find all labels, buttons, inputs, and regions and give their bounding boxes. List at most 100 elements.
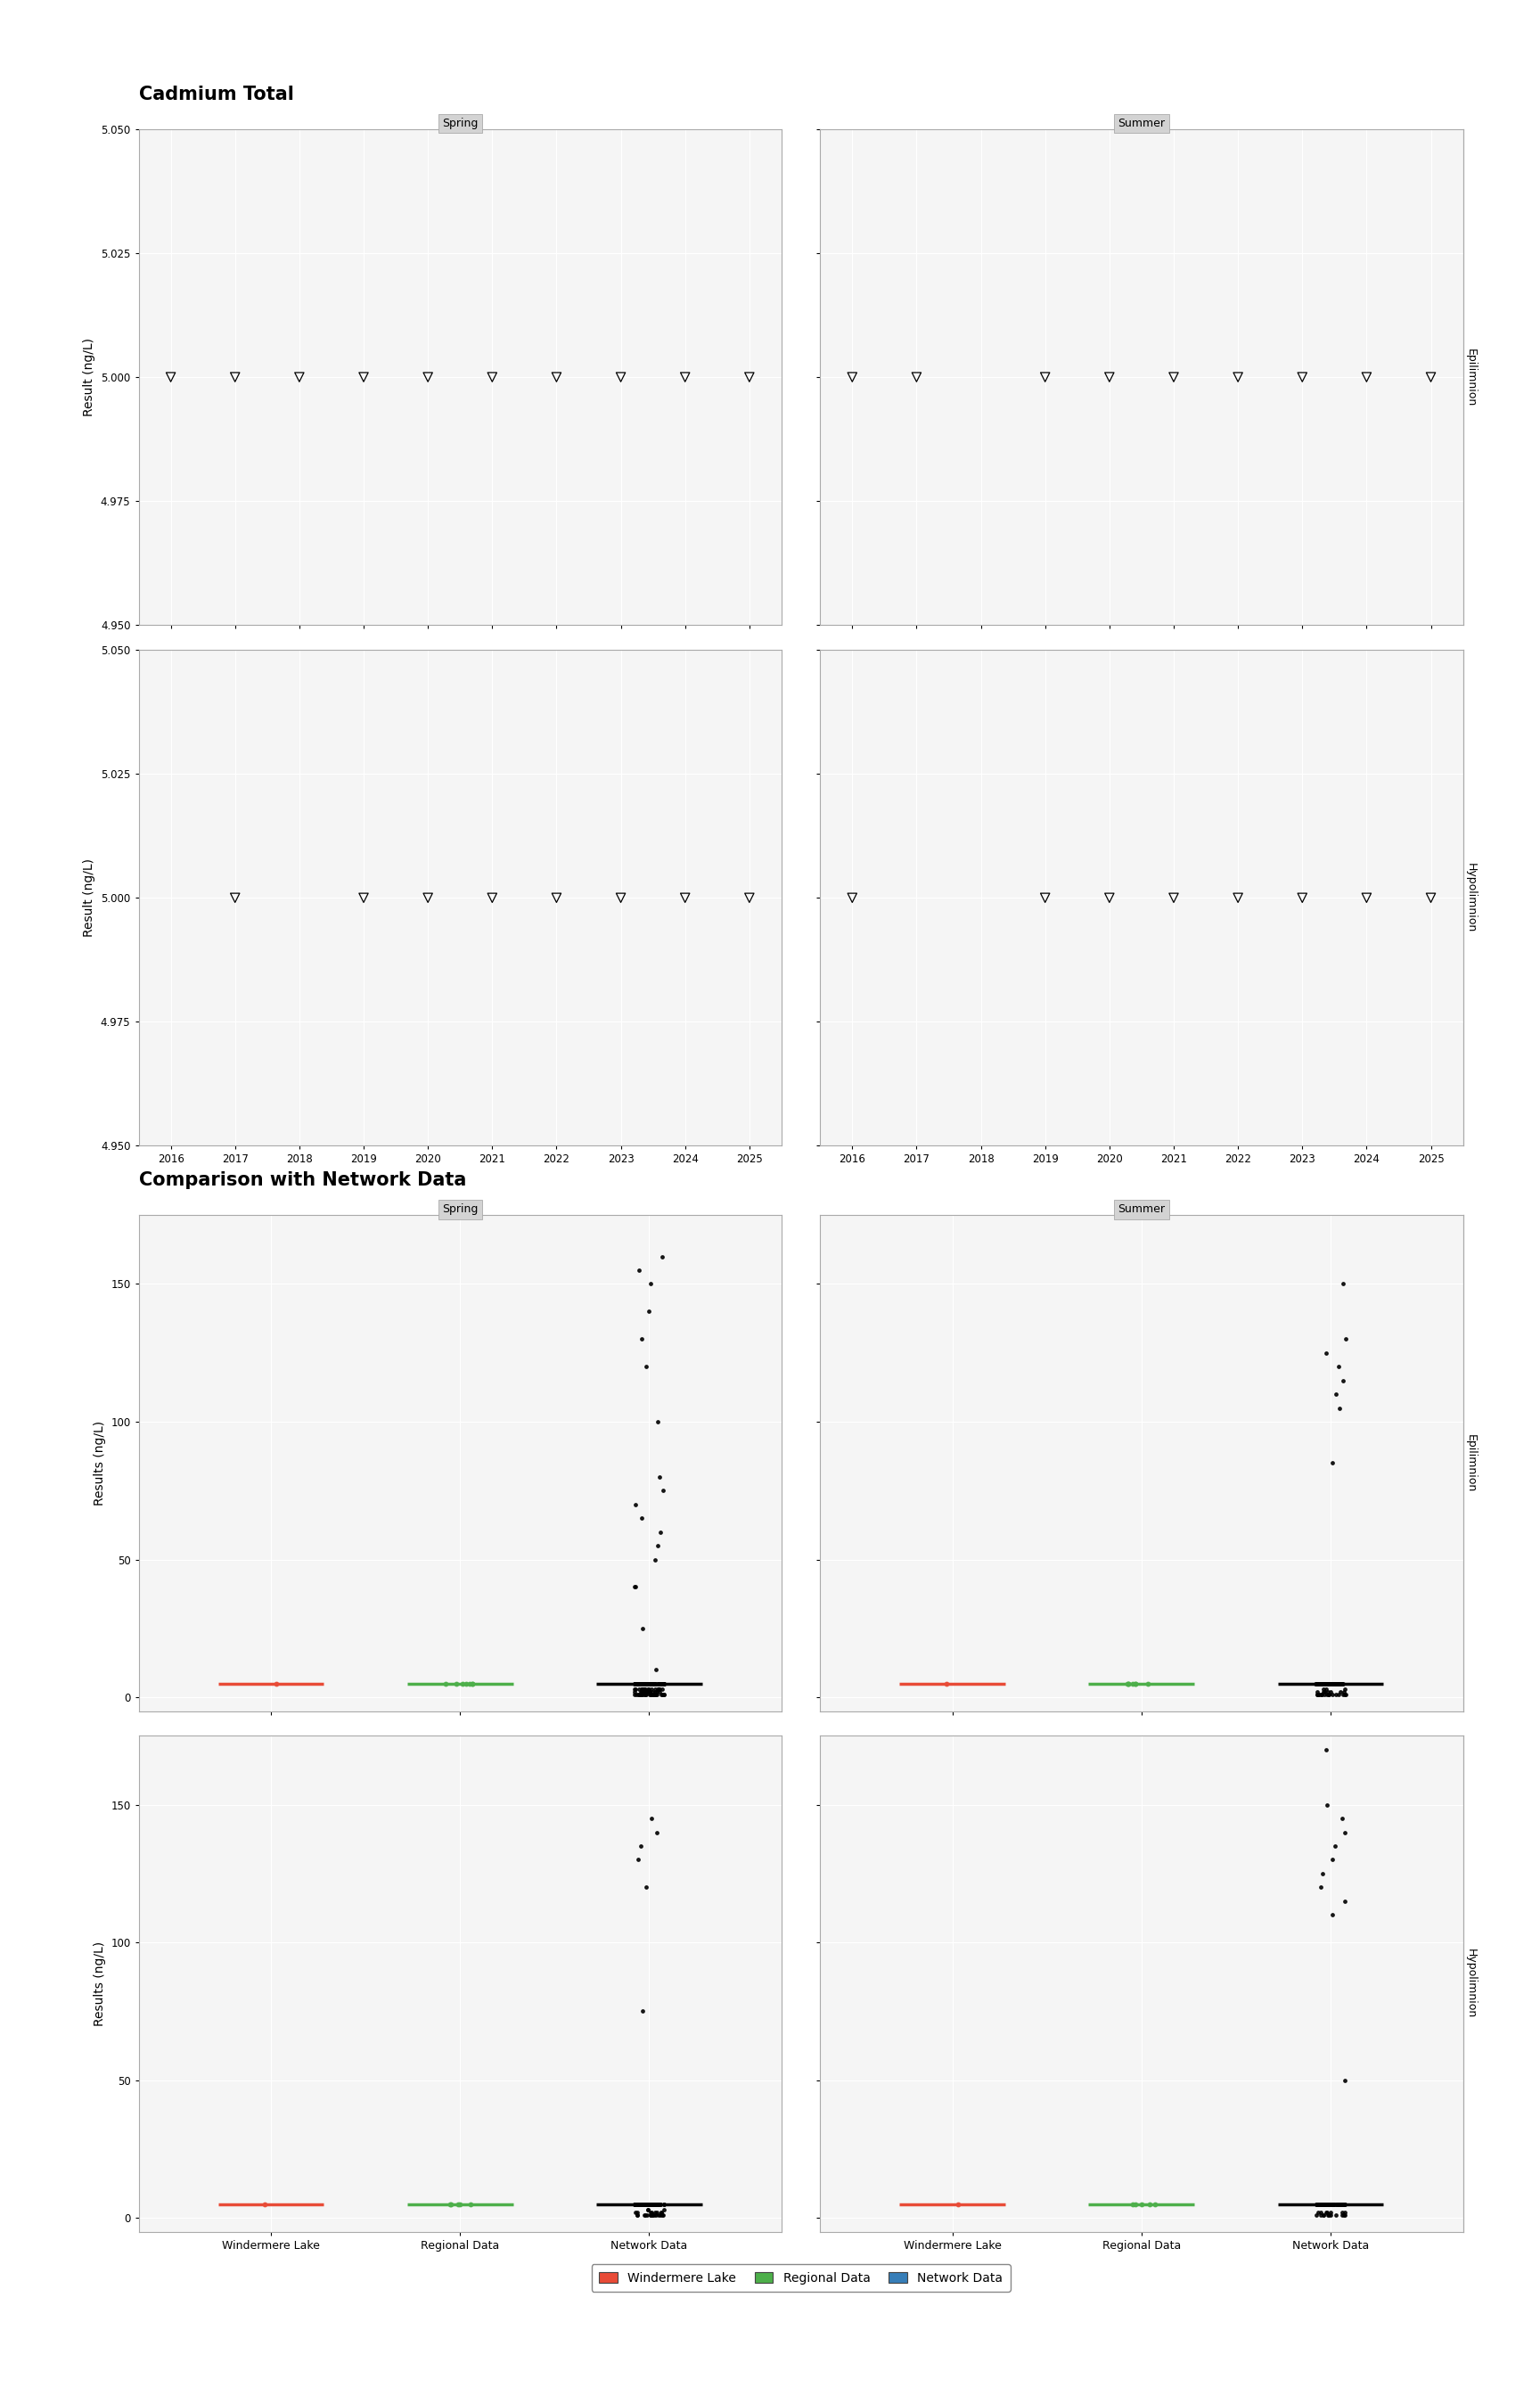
Point bbox=[904, 357, 929, 395]
Point bbox=[651, 1665, 676, 1704]
Point bbox=[1304, 1665, 1329, 1704]
Point bbox=[1354, 879, 1378, 918]
Point bbox=[1315, 2197, 1340, 2235]
Point bbox=[1314, 1785, 1338, 1823]
Point bbox=[1315, 1665, 1340, 1704]
Point bbox=[639, 2185, 664, 2223]
Point bbox=[636, 1665, 661, 1704]
Point bbox=[223, 357, 248, 395]
Point bbox=[651, 1665, 676, 1704]
Point bbox=[651, 1675, 676, 1713]
Point bbox=[1324, 2185, 1349, 2223]
Point bbox=[630, 2185, 654, 2223]
Point bbox=[633, 1665, 658, 1704]
Point bbox=[625, 1665, 650, 1704]
Point bbox=[1327, 2185, 1352, 2223]
Point bbox=[1309, 1869, 1334, 1907]
Point bbox=[622, 1670, 647, 1708]
Point bbox=[1307, 1665, 1332, 1704]
Point bbox=[651, 1665, 676, 1704]
Point bbox=[638, 2185, 662, 2223]
Point bbox=[1317, 2197, 1341, 2235]
Point bbox=[630, 1610, 654, 1648]
Point bbox=[1326, 2185, 1351, 2223]
Point bbox=[1327, 1672, 1352, 1711]
Point bbox=[634, 2185, 659, 2223]
Point bbox=[1317, 2185, 1341, 2223]
Point bbox=[641, 1665, 665, 1704]
Point bbox=[1309, 1675, 1334, 1713]
Point bbox=[434, 1665, 459, 1704]
Point bbox=[1304, 2185, 1329, 2223]
Point bbox=[1332, 2185, 1357, 2223]
Point bbox=[633, 1672, 658, 1711]
Point bbox=[628, 1675, 653, 1713]
Point bbox=[622, 1665, 647, 1704]
Point bbox=[622, 1567, 647, 1605]
Point bbox=[630, 2185, 654, 2223]
Point bbox=[624, 1665, 648, 1704]
Point bbox=[1321, 2185, 1346, 2223]
Point bbox=[622, 1665, 647, 1704]
Point bbox=[1318, 1665, 1343, 1704]
Point bbox=[1320, 1445, 1344, 1483]
Point bbox=[1317, 1665, 1341, 1704]
Point bbox=[1311, 2185, 1335, 2223]
Point bbox=[1312, 1665, 1337, 1704]
Point bbox=[1320, 2185, 1344, 2223]
Point bbox=[1315, 2185, 1340, 2223]
Point bbox=[1306, 1665, 1331, 1704]
Point bbox=[636, 2190, 661, 2228]
Point bbox=[631, 1665, 656, 1704]
Point bbox=[627, 2185, 651, 2223]
Point bbox=[1115, 1665, 1140, 1704]
Point bbox=[647, 1670, 671, 1708]
Point bbox=[1312, 1672, 1337, 1711]
Point bbox=[1311, 2197, 1335, 2235]
Point bbox=[639, 2185, 664, 2223]
Point bbox=[1331, 2192, 1355, 2231]
Point bbox=[1143, 2185, 1167, 2223]
Point bbox=[1331, 1799, 1355, 1838]
Point bbox=[644, 2185, 668, 2223]
Point bbox=[651, 1665, 676, 1704]
Point bbox=[631, 2185, 656, 2223]
Point bbox=[1120, 1665, 1144, 1704]
Point bbox=[642, 1675, 667, 1713]
Point bbox=[1306, 2185, 1331, 2223]
Point bbox=[634, 2197, 659, 2235]
Text: Cadmium Total: Cadmium Total bbox=[139, 86, 294, 103]
Point bbox=[839, 879, 864, 918]
Point bbox=[935, 1665, 959, 1704]
Point bbox=[642, 1675, 667, 1713]
Point bbox=[1312, 2185, 1337, 2223]
Point bbox=[650, 1665, 675, 1704]
Point bbox=[1323, 1665, 1348, 1704]
Point bbox=[1309, 2185, 1334, 2223]
Point bbox=[634, 1665, 659, 1704]
Point bbox=[638, 1265, 662, 1303]
Point bbox=[1334, 1320, 1358, 1359]
Point bbox=[351, 357, 376, 395]
Point bbox=[636, 1291, 661, 1330]
Point bbox=[647, 2185, 671, 2223]
Point bbox=[1314, 1665, 1338, 1704]
Point bbox=[1327, 1390, 1352, 1428]
Point bbox=[1161, 879, 1186, 918]
Point bbox=[634, 1665, 659, 1704]
Point bbox=[445, 2185, 470, 2223]
Point bbox=[1321, 1665, 1346, 1704]
Point bbox=[1306, 1665, 1331, 1704]
Point bbox=[1317, 2185, 1341, 2223]
Point bbox=[946, 2185, 970, 2223]
Point bbox=[642, 1672, 667, 1711]
Point bbox=[645, 1670, 670, 1708]
Point bbox=[1334, 1675, 1358, 1713]
Point bbox=[627, 2185, 651, 2223]
Point bbox=[624, 1567, 648, 1605]
Point bbox=[642, 1665, 667, 1704]
Point bbox=[633, 1672, 658, 1711]
Y-axis label: Result (ng/L): Result (ng/L) bbox=[83, 338, 95, 417]
Point bbox=[444, 1665, 468, 1704]
Point bbox=[648, 2192, 673, 2231]
